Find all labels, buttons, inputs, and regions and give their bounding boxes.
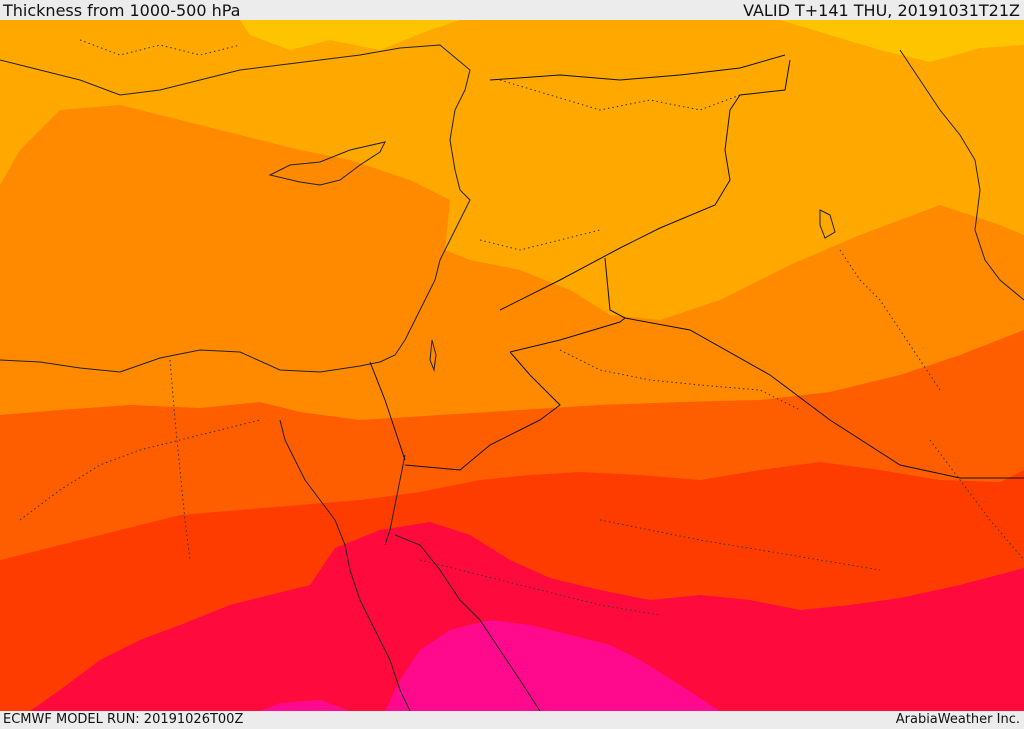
- model-run: ECMWF MODEL RUN: 20191026T00Z: [3, 712, 244, 727]
- band-crimson: [30, 522, 1024, 711]
- header-bar: Thickness from 1000-500 hPa VALID T+141 …: [0, 0, 1024, 20]
- turkey-coast: [0, 44, 471, 191]
- border-5: [559, 349, 801, 411]
- border-10: [929, 439, 1024, 561]
- red-sea-east: [394, 534, 541, 711]
- map-svg: [0, 20, 1024, 711]
- syria-iraq-border: [489, 54, 786, 81]
- border-6: [839, 249, 941, 391]
- egypt-coast: [0, 349, 381, 373]
- gulf-coast: [899, 49, 1024, 301]
- band-yellow-2: [780, 20, 1024, 62]
- jordan-south: [404, 351, 561, 471]
- map-title: Thickness from 1000-500 hPa: [3, 1, 241, 20]
- iraq-jordan-saudi: [499, 59, 791, 311]
- border-8: [419, 559, 661, 616]
- valid-time: VALID T+141 THU, 20191031T21Z: [743, 1, 1020, 20]
- levant-coast: [379, 189, 471, 363]
- cyprus: [268, 141, 386, 186]
- sinai-suez: [279, 419, 411, 711]
- border-1: [19, 419, 261, 521]
- footer-bar: ECMWF MODEL RUN: 20191026T00Z ArabiaWeat…: [0, 711, 1024, 729]
- band-magenta-2: [260, 700, 350, 711]
- dead-sea: [429, 339, 437, 372]
- aqaba-gulf: [384, 454, 406, 546]
- border-9: [79, 39, 241, 56]
- band-yellow: [240, 20, 460, 50]
- thickness-map[interactable]: [0, 20, 1024, 711]
- borders: [19, 39, 1024, 616]
- band-magenta: [385, 620, 720, 711]
- lake-tharthar: [819, 209, 836, 239]
- saudi-iraq: [604, 257, 1024, 479]
- egypt-israel: [369, 361, 406, 461]
- coastlines: [0, 44, 1024, 711]
- credit: ArabiaWeather Inc.: [895, 712, 1020, 727]
- national-borders: [369, 54, 1024, 479]
- jordan-saudi: [509, 317, 626, 353]
